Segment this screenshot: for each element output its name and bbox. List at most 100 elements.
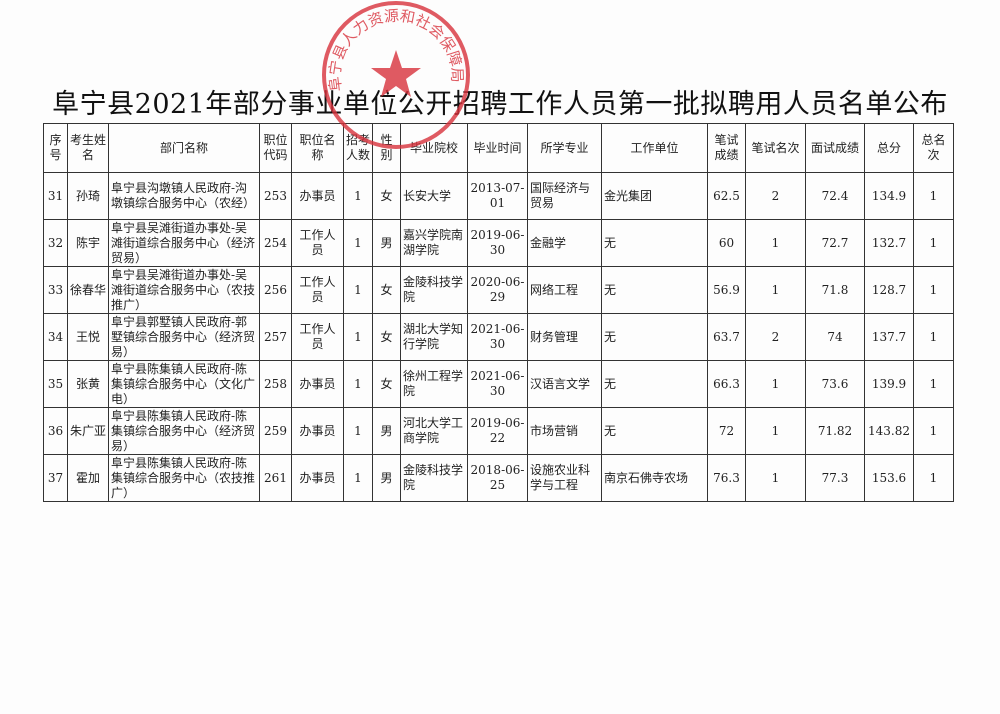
column-header: 总名次 <box>913 123 954 173</box>
cell-14: 134.9 <box>864 172 914 220</box>
cell-13: 72.4 <box>805 172 865 220</box>
table-row: 31 孙琦 阜宁县沟墩镇人民政府-沟墩镇综合服务中心（农经） 253 办事员 1 女长安大学… <box>43 172 954 220</box>
cell-6: 男 <box>372 454 401 502</box>
cell-1: 徐春华 <box>67 266 109 314</box>
cell-5: 1 <box>343 360 373 408</box>
cell-7: 徐州工程学院 <box>400 360 468 408</box>
cell-9: 汉语言文学 <box>527 360 602 408</box>
cell-11: 60 <box>707 219 746 267</box>
cell-1: 王悦 <box>67 313 109 361</box>
page-title: 阜宁县2021年部分事业单位公开招聘工作人员第一批拟聘用人员名单公布 <box>52 89 948 120</box>
cell-6: 女 <box>372 313 401 361</box>
table-header-row: 序号 考生姓名 部门名称 职位代码 职位名称 招考人数 性别 毕业院校 毕业时间 所学专业 工作单位… <box>43 123 954 173</box>
cell-10: 无 <box>601 219 708 267</box>
cell-3: 253 <box>259 172 292 220</box>
official-seal-icon: 阜宁县人力资源和社会保障局 <box>322 1 470 149</box>
cell-11: 62.5 <box>707 172 746 220</box>
cell-14: 137.7 <box>864 313 914 361</box>
cell-7: 嘉兴学院南湖学院 <box>400 219 468 267</box>
cell-4: 办事员 <box>291 454 344 502</box>
cell-0: 33 <box>43 266 68 314</box>
table-row: 32 陈宇 阜宁县吴滩街道办事处-吴滩街道综合服务中心（经济贸易） 254 工作人员 1 男… <box>43 219 954 267</box>
column-header: 职位代码 <box>259 123 292 173</box>
cell-10: 金光集团 <box>601 172 708 220</box>
cell-4: 工作人员 <box>291 219 344 267</box>
cell-13: 77.3 <box>805 454 865 502</box>
cell-4: 办事员 <box>291 407 344 455</box>
column-header: 笔试成绩 <box>707 123 746 173</box>
column-header: 毕业院校 <box>400 123 468 173</box>
cell-10: 无 <box>601 407 708 455</box>
cell-15: 1 <box>913 266 954 314</box>
cell-8: 2020-06-29 <box>467 266 528 314</box>
column-header: 毕业时间 <box>467 123 528 173</box>
cell-15: 1 <box>913 313 954 361</box>
cell-10: 无 <box>601 266 708 314</box>
cell-3: 261 <box>259 454 292 502</box>
cell-11: 76.3 <box>707 454 746 502</box>
cell-13: 72.7 <box>805 219 865 267</box>
table-row: 33 徐春华 阜宁县吴滩街道办事处-吴滩街道综合服务中心（农技推广） 256 工作人员 1… <box>43 266 954 314</box>
cell-4: 工作人员 <box>291 266 344 314</box>
cell-15: 1 <box>913 407 954 455</box>
column-header: 部门名称 <box>108 123 260 173</box>
cell-3: 257 <box>259 313 292 361</box>
cell-11: 72 <box>707 407 746 455</box>
cell-11: 66.3 <box>707 360 746 408</box>
column-header: 序号 <box>43 123 68 173</box>
cell-0: 37 <box>43 454 68 502</box>
cell-6: 女 <box>372 172 401 220</box>
cell-9: 设施农业科学与工程 <box>527 454 602 502</box>
cell-7: 河北大学工商学院 <box>400 407 468 455</box>
cell-4: 工作人员 <box>291 313 344 361</box>
cell-0: 34 <box>43 313 68 361</box>
cell-5: 1 <box>343 313 373 361</box>
cell-14: 128.7 <box>864 266 914 314</box>
column-header: 笔试名次 <box>745 123 806 173</box>
cell-2: 阜宁县吴滩街道办事处-吴滩街道综合服务中心（农技推广） <box>108 266 260 314</box>
cell-6: 女 <box>372 360 401 408</box>
cell-1: 张黄 <box>67 360 109 408</box>
star-icon <box>371 50 421 97</box>
cell-8: 2018-06-25 <box>467 454 528 502</box>
cell-1: 霍加 <box>67 454 109 502</box>
cell-8: 2019-06-22 <box>467 407 528 455</box>
cell-13: 71.82 <box>805 407 865 455</box>
cell-0: 32 <box>43 219 68 267</box>
cell-3: 254 <box>259 219 292 267</box>
cell-6: 男 <box>372 219 401 267</box>
cell-14: 132.7 <box>864 219 914 267</box>
cell-10: 南京石佛寺农场 <box>601 454 708 502</box>
table-row: 35 张黄 阜宁县陈集镇人民政府-陈集镇综合服务中心（文化广电） 258 办事员 1 女徐州… <box>43 360 954 408</box>
cell-8: 2019-06-30 <box>467 219 528 267</box>
cell-0: 35 <box>43 360 68 408</box>
column-header: 考生姓名 <box>67 123 109 173</box>
cell-7: 湖北大学知行学院 <box>400 313 468 361</box>
cell-0: 31 <box>43 172 68 220</box>
cell-8: 2021-06-30 <box>467 360 528 408</box>
table-row: 36 朱广亚 阜宁县陈集镇人民政府-陈集镇综合服务中心（经济贸易） 259 办事员 1 男河… <box>43 407 954 455</box>
cell-2: 阜宁县陈集镇人民政府-陈集镇综合服务中心（经济贸易） <box>108 407 260 455</box>
cell-4: 办事员 <box>291 172 344 220</box>
cell-10: 无 <box>601 360 708 408</box>
column-header: 总分 <box>864 123 914 173</box>
cell-14: 143.82 <box>864 407 914 455</box>
cell-15: 1 <box>913 360 954 408</box>
cell-10: 无 <box>601 313 708 361</box>
cell-4: 办事员 <box>291 360 344 408</box>
cell-12: 1 <box>745 219 806 267</box>
cell-15: 1 <box>913 454 954 502</box>
cell-3: 256 <box>259 266 292 314</box>
cell-6: 女 <box>372 266 401 314</box>
cell-1: 陈宇 <box>67 219 109 267</box>
cell-13: 73.6 <box>805 360 865 408</box>
cell-7: 长安大学 <box>400 172 468 220</box>
cell-1: 孙琦 <box>67 172 109 220</box>
cell-8: 2021-06-30 <box>467 313 528 361</box>
table-row: 37 霍加 阜宁县陈集镇人民政府-陈集镇综合服务中心（农技推广） 261 办事员 1 男金陵… <box>43 454 954 502</box>
column-header: 面试成绩 <box>805 123 865 173</box>
cell-6: 男 <box>372 407 401 455</box>
cell-2: 阜宁县陈集镇人民政府-陈集镇综合服务中心（农技推广） <box>108 454 260 502</box>
cell-13: 71.8 <box>805 266 865 314</box>
